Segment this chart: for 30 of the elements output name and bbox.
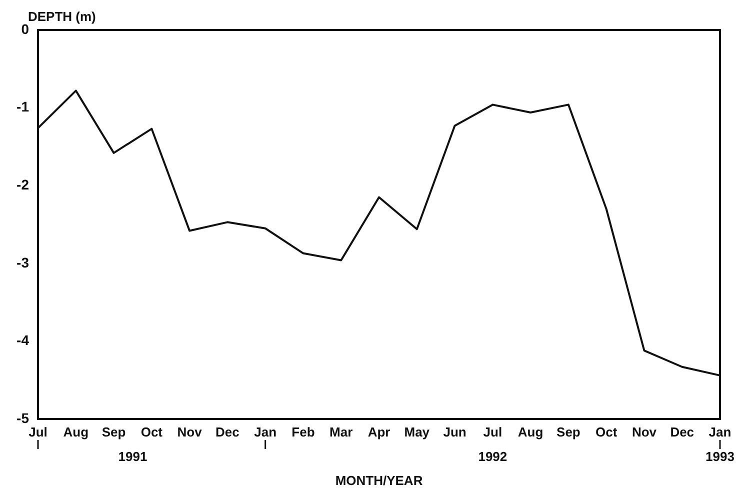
x-tick-label: Apr (368, 424, 390, 440)
x-tick-label: Nov (632, 424, 658, 440)
text: 1992 (478, 449, 508, 464)
x-tick-label: Aug (518, 424, 544, 440)
y-tick-label: -1 (16, 98, 30, 115)
x-tick-label: Feb (292, 424, 315, 440)
x-tick-label: Sep (102, 424, 126, 440)
y-tick-label: -4 (16, 332, 30, 348)
x-tick-label: May (404, 424, 430, 440)
x-tick-label: Jan (708, 424, 732, 440)
text: 1993 (706, 449, 734, 464)
x-tick-label: Dec (216, 424, 240, 440)
y-tick-label: -3 (16, 254, 30, 270)
x-tick-label: Mar (330, 424, 353, 440)
y-tick-label: -5 (16, 410, 30, 426)
x-tick-label: Dec (670, 424, 694, 440)
x-tick-label: Oct (595, 424, 618, 440)
x-tick-label: Jun (443, 424, 466, 440)
text: 1991 (118, 449, 148, 464)
x-tick-label: Nov (177, 424, 203, 440)
y-axis-title: DEPTH (m) (28, 9, 96, 24)
y-tick-label: 0 (21, 20, 30, 37)
y-tick-label: -2 (16, 176, 30, 192)
x-tick-label: Oct (140, 424, 164, 440)
x-tick-label: Jul (483, 424, 502, 440)
x-tick-label: Aug (63, 424, 89, 440)
x-tick-label: Jan (254, 424, 277, 440)
x-tick-label: Jul (28, 424, 48, 440)
x-tick-label: Sep (556, 424, 580, 440)
x-axis-title: MONTH/YEAR (335, 473, 424, 488)
